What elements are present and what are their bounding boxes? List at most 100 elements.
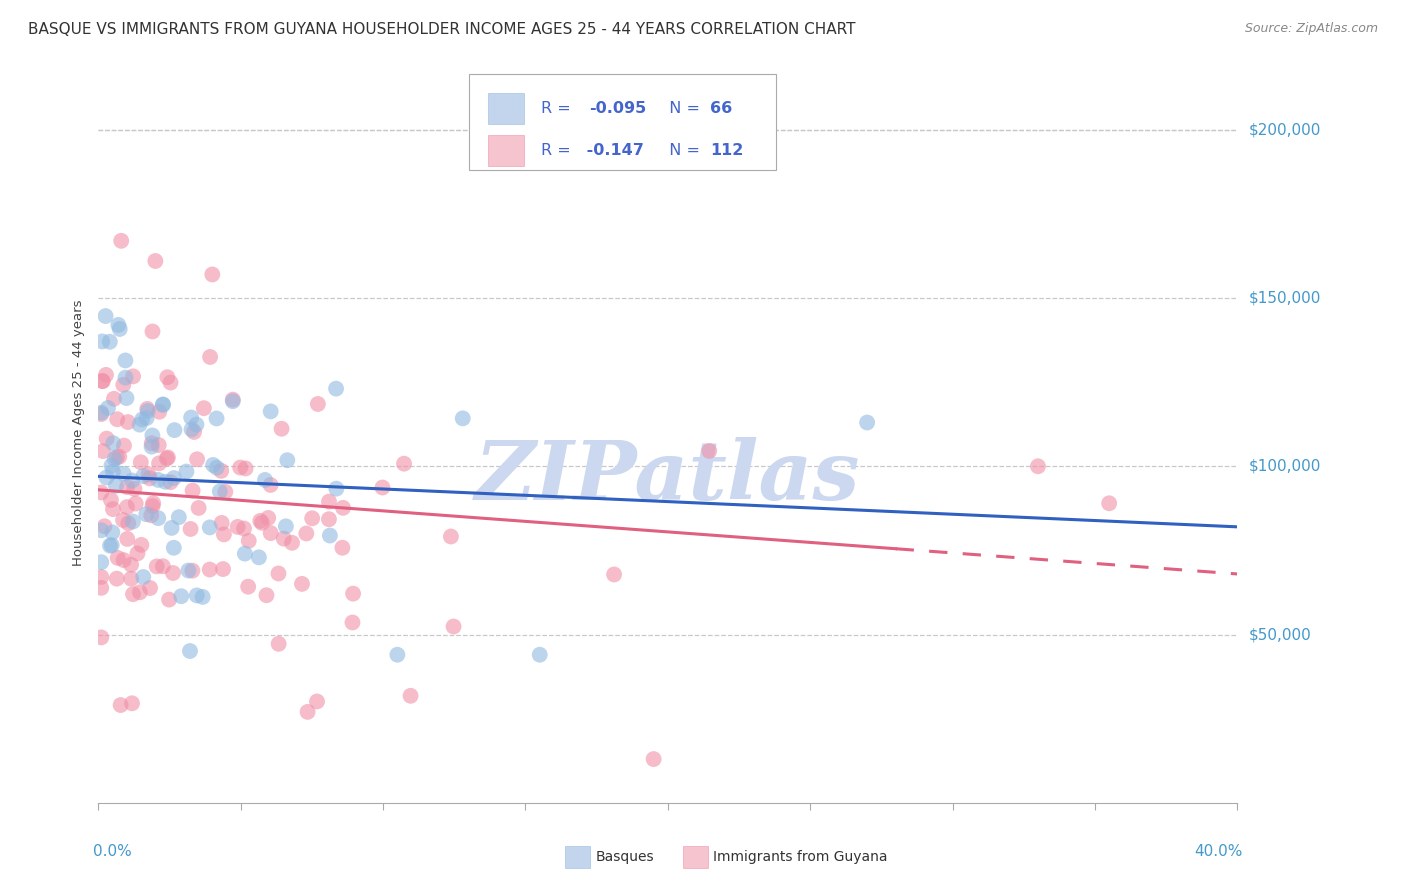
Point xyxy=(229,460,252,475)
Point xyxy=(211,516,233,530)
Point xyxy=(342,615,364,630)
Text: 0.0%: 0.0% xyxy=(93,844,132,858)
Point xyxy=(112,553,135,567)
Point xyxy=(124,482,146,496)
Point xyxy=(187,500,209,515)
Point xyxy=(127,546,149,560)
Point xyxy=(135,507,157,521)
Text: R =: R = xyxy=(541,101,576,116)
Text: N =: N = xyxy=(659,143,704,158)
Point xyxy=(148,405,170,419)
Point xyxy=(392,457,415,471)
Text: ZIPatlas: ZIPatlas xyxy=(475,437,860,517)
Text: $50,000: $50,000 xyxy=(1249,627,1312,642)
Point xyxy=(319,528,342,542)
Point xyxy=(1026,459,1049,474)
Point xyxy=(117,415,139,429)
Point xyxy=(198,350,221,364)
Point xyxy=(856,416,879,430)
Point xyxy=(107,550,129,565)
Point xyxy=(198,563,221,577)
Point xyxy=(112,467,135,481)
Point xyxy=(97,401,120,415)
Point xyxy=(91,374,114,388)
Point xyxy=(181,483,204,498)
Point xyxy=(110,698,132,712)
Point xyxy=(139,581,162,595)
Point xyxy=(90,581,112,595)
Point xyxy=(141,428,163,442)
Point xyxy=(156,450,179,465)
Point xyxy=(90,570,112,584)
Point xyxy=(117,532,139,546)
Point xyxy=(198,520,221,534)
Point xyxy=(249,514,271,528)
Point xyxy=(104,451,127,466)
Point xyxy=(114,353,136,368)
Point xyxy=(233,547,256,561)
Point xyxy=(273,532,295,546)
Point xyxy=(399,689,422,703)
Point xyxy=(162,566,184,580)
Point xyxy=(222,394,245,409)
Point xyxy=(152,559,174,574)
Point xyxy=(132,469,155,483)
Point xyxy=(212,527,235,541)
Point xyxy=(105,412,128,426)
Point xyxy=(238,533,260,548)
Point xyxy=(157,592,180,607)
Point xyxy=(96,470,118,484)
Point xyxy=(148,511,170,525)
Point xyxy=(132,570,155,584)
Point xyxy=(256,588,278,602)
Point xyxy=(443,619,465,633)
Point xyxy=(141,325,163,339)
Point xyxy=(205,460,228,475)
Point xyxy=(152,397,174,411)
Point xyxy=(148,456,170,470)
Point xyxy=(159,376,181,390)
Text: $150,000: $150,000 xyxy=(1249,291,1320,305)
Text: R =: R = xyxy=(541,143,576,158)
Point xyxy=(208,484,231,499)
Point xyxy=(318,512,340,526)
Point xyxy=(100,538,122,552)
Point xyxy=(371,481,394,495)
Point xyxy=(301,511,323,525)
Point xyxy=(193,401,215,416)
Point xyxy=(141,436,163,450)
Point xyxy=(1098,496,1121,510)
Point xyxy=(90,407,112,421)
Point xyxy=(250,516,273,530)
Point xyxy=(98,539,121,553)
Point xyxy=(267,637,290,651)
Point xyxy=(170,589,193,603)
Point xyxy=(247,550,270,565)
Point xyxy=(112,377,135,392)
Point xyxy=(342,587,364,601)
Point xyxy=(90,631,112,645)
Point xyxy=(259,478,281,492)
Point xyxy=(209,464,232,478)
Point xyxy=(281,536,304,550)
Point xyxy=(238,580,260,594)
Point xyxy=(146,473,169,487)
Point xyxy=(177,564,200,578)
Point xyxy=(332,541,354,555)
Point xyxy=(163,471,186,485)
FancyBboxPatch shape xyxy=(468,73,776,169)
Point xyxy=(226,520,249,534)
Point xyxy=(129,455,152,469)
Point xyxy=(180,410,202,425)
Point xyxy=(222,392,245,407)
Text: 112: 112 xyxy=(710,143,744,158)
Point xyxy=(201,268,224,282)
Point xyxy=(120,572,142,586)
Point xyxy=(141,508,163,523)
Point xyxy=(96,432,118,446)
Point xyxy=(122,515,145,529)
Point xyxy=(115,480,138,494)
Point xyxy=(142,499,165,513)
Point xyxy=(107,318,129,332)
Point xyxy=(451,411,474,425)
